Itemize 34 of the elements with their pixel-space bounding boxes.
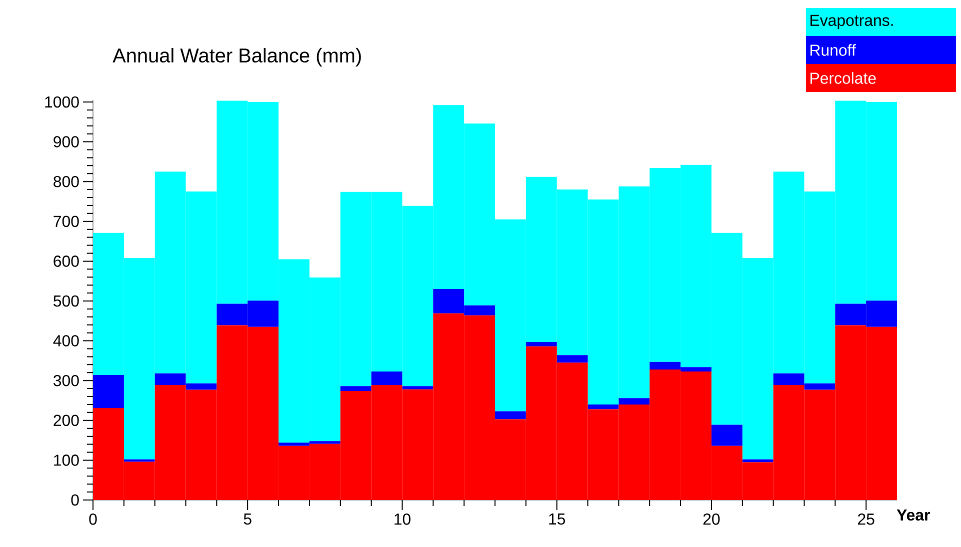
bar (618, 398, 650, 404)
x-tick-label: 5 (244, 514, 252, 525)
y-tick-label: 300 (53, 374, 79, 386)
bar (93, 375, 124, 408)
y-tick-label: 900 (54, 136, 79, 148)
bar (371, 371, 402, 385)
x-tick-label: 10 (394, 514, 410, 525)
y-tick-label: 800 (54, 176, 79, 188)
y-tick-label: 100 (54, 454, 79, 466)
y-tick-label: 400 (53, 335, 79, 346)
y-tick-label: 700 (54, 216, 79, 228)
x-axis-title: Year (896, 510, 930, 521)
y-tick-label: 500 (54, 295, 79, 307)
bar (402, 386, 434, 390)
text: Runoff (810, 44, 856, 56)
bar (556, 355, 588, 363)
x-tick-label: 25 (858, 514, 874, 525)
bar (742, 459, 774, 462)
bar (340, 386, 372, 391)
y-tick-label: 0 (71, 494, 79, 506)
y-tick-label: 1000 (45, 96, 79, 108)
text: Percolate (810, 72, 876, 84)
y-tick-label: 600 (54, 256, 79, 267)
x-tick-label: 20 (703, 514, 720, 525)
bar (588, 404, 619, 410)
bar (495, 411, 526, 420)
chart-title: Annual Water Balance (mm) (112, 48, 361, 66)
bar (711, 424, 742, 446)
bar (124, 459, 155, 462)
y-tick-label: 200 (54, 414, 79, 426)
bar (526, 342, 557, 346)
text: Evapotrans. (810, 14, 893, 30)
x-tick-label: 15 (549, 514, 566, 525)
x-tick-label: 0 (89, 514, 97, 525)
